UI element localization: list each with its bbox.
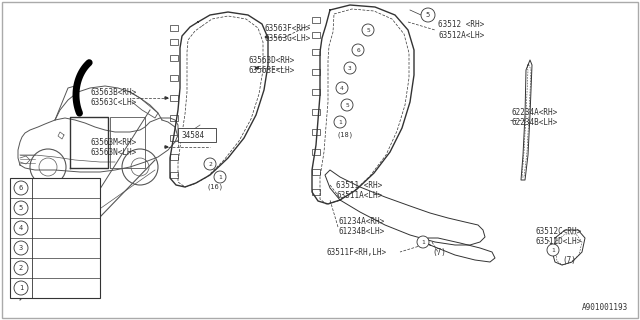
Text: (18): (18) bbox=[337, 132, 353, 138]
Bar bbox=[170, 154, 178, 160]
Circle shape bbox=[14, 261, 28, 275]
Text: A901001193: A901001193 bbox=[582, 303, 628, 312]
Bar bbox=[170, 135, 178, 141]
Bar bbox=[312, 149, 320, 155]
Polygon shape bbox=[255, 67, 258, 69]
Text: 61234B<LH>: 61234B<LH> bbox=[338, 228, 384, 236]
Bar bbox=[178, 128, 216, 142]
Text: 63512D<LH>: 63512D<LH> bbox=[535, 237, 581, 246]
Bar bbox=[170, 25, 178, 31]
Text: 6: 6 bbox=[19, 185, 23, 191]
Text: 1: 1 bbox=[551, 247, 555, 252]
Circle shape bbox=[122, 149, 158, 185]
Circle shape bbox=[14, 221, 28, 235]
Bar bbox=[312, 17, 320, 23]
Text: 1: 1 bbox=[19, 285, 23, 291]
Circle shape bbox=[362, 24, 374, 36]
Text: 1: 1 bbox=[338, 119, 342, 124]
Bar bbox=[170, 55, 178, 61]
Text: 2: 2 bbox=[19, 265, 23, 271]
Text: W120026: W120026 bbox=[36, 244, 68, 252]
Text: 5: 5 bbox=[19, 205, 23, 211]
Circle shape bbox=[14, 281, 28, 295]
Circle shape bbox=[214, 171, 226, 183]
Circle shape bbox=[547, 244, 559, 256]
Bar bbox=[312, 49, 320, 55]
Text: 4: 4 bbox=[340, 85, 344, 91]
Circle shape bbox=[344, 62, 356, 74]
Text: 63563G<LH>: 63563G<LH> bbox=[264, 34, 310, 43]
Bar bbox=[170, 75, 178, 81]
Text: W130171: W130171 bbox=[36, 263, 68, 273]
Bar bbox=[312, 32, 320, 38]
Text: 63563F<RH>: 63563F<RH> bbox=[264, 23, 310, 33]
Circle shape bbox=[14, 181, 28, 195]
Text: W120052: W120052 bbox=[36, 204, 68, 212]
Text: (7): (7) bbox=[562, 255, 576, 265]
Circle shape bbox=[341, 99, 353, 111]
Bar bbox=[170, 95, 178, 101]
Circle shape bbox=[352, 44, 364, 56]
Text: 6: 6 bbox=[356, 47, 360, 52]
Text: 5: 5 bbox=[366, 28, 370, 33]
Text: 5: 5 bbox=[345, 102, 349, 108]
Bar bbox=[170, 39, 178, 45]
Bar bbox=[10, 178, 100, 298]
Text: 63563B<RH>: 63563B<RH> bbox=[90, 87, 136, 97]
Circle shape bbox=[334, 116, 346, 128]
Polygon shape bbox=[265, 36, 268, 38]
Bar bbox=[312, 89, 320, 95]
Text: 62234A<RH>: 62234A<RH> bbox=[512, 108, 558, 116]
Circle shape bbox=[30, 149, 66, 185]
Text: 63512 <RH>: 63512 <RH> bbox=[438, 20, 484, 28]
Circle shape bbox=[417, 236, 429, 248]
Bar bbox=[312, 69, 320, 75]
Bar bbox=[312, 169, 320, 175]
Text: 63512A<LH>: 63512A<LH> bbox=[438, 30, 484, 39]
Text: (7): (7) bbox=[432, 247, 446, 257]
Bar bbox=[170, 115, 178, 121]
Text: W120051: W120051 bbox=[36, 183, 68, 193]
Text: 63563C<LH>: 63563C<LH> bbox=[90, 98, 136, 107]
Text: 63563D<RH>: 63563D<RH> bbox=[248, 55, 294, 65]
Text: 3: 3 bbox=[19, 245, 23, 251]
Circle shape bbox=[39, 158, 57, 176]
Text: 5: 5 bbox=[426, 12, 430, 18]
Text: 4: 4 bbox=[19, 225, 23, 231]
Circle shape bbox=[336, 82, 348, 94]
Text: 63511 <RH>: 63511 <RH> bbox=[336, 180, 382, 189]
Polygon shape bbox=[165, 146, 168, 148]
Text: (16): (16) bbox=[207, 184, 223, 190]
Text: 1: 1 bbox=[421, 239, 425, 244]
Polygon shape bbox=[165, 97, 168, 99]
Text: 61234A<RH>: 61234A<RH> bbox=[338, 218, 384, 227]
Text: W130204: W130204 bbox=[36, 284, 68, 292]
Text: 1: 1 bbox=[218, 174, 222, 180]
Circle shape bbox=[14, 241, 28, 255]
Circle shape bbox=[131, 158, 149, 176]
Bar bbox=[170, 172, 178, 178]
Text: 63563E<LH>: 63563E<LH> bbox=[248, 66, 294, 75]
Text: 63563N<LH>: 63563N<LH> bbox=[90, 148, 136, 156]
Text: 62234B<LH>: 62234B<LH> bbox=[512, 117, 558, 126]
Text: 34584: 34584 bbox=[181, 131, 204, 140]
Circle shape bbox=[204, 158, 216, 170]
Text: 63563M<RH>: 63563M<RH> bbox=[90, 138, 136, 147]
Bar bbox=[312, 109, 320, 115]
Text: 63511A<LH>: 63511A<LH> bbox=[336, 190, 382, 199]
Text: 63512C<RH>: 63512C<RH> bbox=[535, 228, 581, 236]
Text: 3: 3 bbox=[348, 66, 352, 70]
Bar bbox=[312, 189, 320, 195]
Circle shape bbox=[14, 201, 28, 215]
Text: 2: 2 bbox=[208, 162, 212, 166]
Text: 63511F<RH,LH>: 63511F<RH,LH> bbox=[326, 247, 386, 257]
Circle shape bbox=[421, 8, 435, 22]
Text: W12005: W12005 bbox=[36, 223, 64, 233]
Bar bbox=[312, 129, 320, 135]
